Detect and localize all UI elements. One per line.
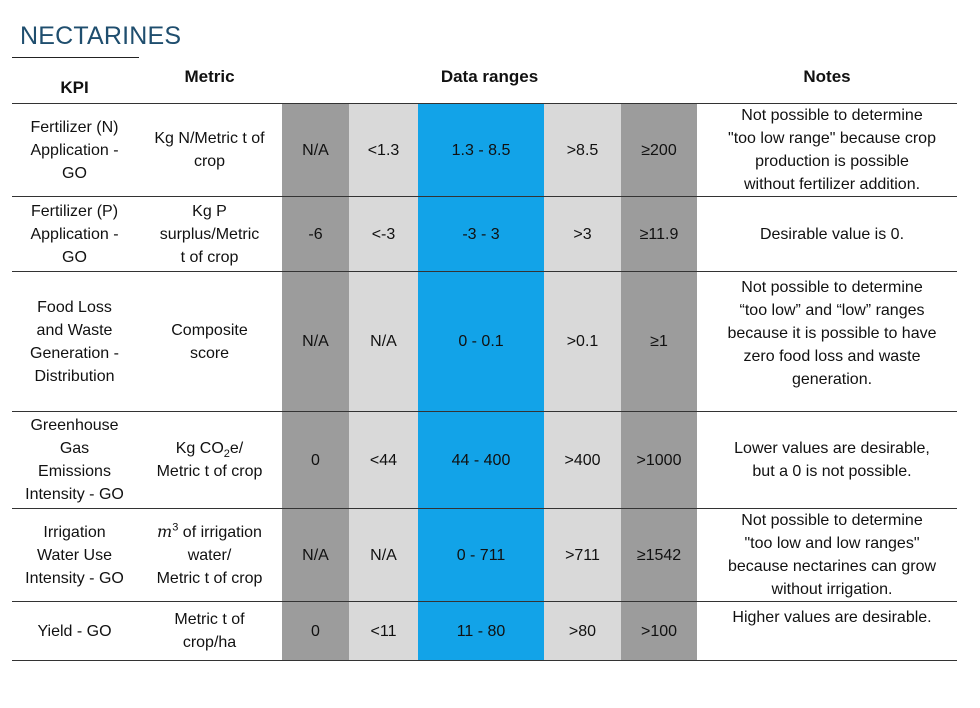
metric-cell: Composite score: [137, 271, 282, 412]
range-cell-high: >80: [544, 601, 621, 661]
notes-cell: Not possible to determine “too low” and “…: [697, 271, 957, 412]
range-cell-too-high: ≥11.9: [621, 196, 697, 272]
range-cell-high: >711: [544, 508, 621, 602]
range-cell-too-high: ≥1: [621, 271, 697, 412]
notes-cell: Not possible to determine "too low and lo…: [697, 508, 957, 602]
notes-cell: Not possible to determine "too low range"…: [697, 103, 957, 197]
notes-cell: Lower values are desirable, but a 0 is no…: [697, 411, 957, 509]
range-cell-low: <44: [349, 411, 418, 509]
header-notes: Notes: [803, 67, 851, 86]
range-cell-target: 11 - 80: [418, 601, 544, 661]
range-cell-too-high: >100: [621, 601, 697, 661]
table-row: Greenhouse Gas Emissions Intensity - GO Kg …: [12, 411, 957, 509]
range-cell-target: 0 - 711: [418, 508, 544, 602]
metric-cell: Kg N/Metric t of crop: [137, 103, 282, 197]
range-cell-too-low: -6: [282, 196, 349, 272]
range-cell-too-low: 0: [282, 411, 349, 509]
range-cell-high: >0.1: [544, 271, 621, 412]
kpi-cell: Fertilizer (N) Application - GO: [12, 103, 137, 197]
table-row: Irrigation Water Use Intensity - GO m3 of …: [12, 508, 957, 602]
header-kpi: KPI: [60, 78, 89, 97]
range-cell-low: <11: [349, 601, 418, 661]
kpi-cell: Fertilizer (P) Application - GO: [12, 196, 137, 272]
range-cell-target: -3 - 3: [418, 196, 544, 272]
kpi-table: Fertilizer (N) Application - GO Kg N/Metri…: [12, 103, 957, 661]
title-underline: [12, 57, 139, 58]
table-row: Food Loss and Waste Generation - Distributi…: [12, 271, 957, 412]
range-cell-too-low: 0: [282, 601, 349, 661]
range-cell-na: N/A: [282, 508, 349, 602]
range-cell-high: >3: [544, 196, 621, 272]
kpi-cell: Food Loss and Waste Generation - Distributi…: [12, 271, 137, 412]
metric-cell: Metric t of crop/ha: [137, 601, 282, 661]
table-row: Fertilizer (N) Application - GO Kg N/Metri…: [12, 103, 957, 197]
range-cell-na: N/A: [349, 508, 418, 602]
range-cell-high: >8.5: [544, 103, 621, 197]
range-cell-high: >400: [544, 411, 621, 509]
notes-cell: Desirable value is 0.: [697, 196, 957, 272]
range-cell-na: N/A: [282, 271, 349, 412]
range-cell-na: N/A: [349, 271, 418, 412]
kpi-cell: Irrigation Water Use Intensity - GO: [12, 508, 137, 602]
header-metric: Metric: [184, 67, 235, 86]
range-cell-too-high: >1000: [621, 411, 697, 509]
kpi-cell: Greenhouse Gas Emissions Intensity - GO: [12, 411, 137, 509]
metric-cell: m3 of irrigation water/ Metric t of crop: [137, 508, 282, 602]
range-cell-low: <1.3: [349, 103, 418, 197]
metric-cell: Kg CO2e/ Metric t of crop: [137, 411, 282, 509]
range-cell-target: 1.3 - 8.5: [418, 103, 544, 197]
range-cell-na: N/A: [282, 103, 349, 197]
kpi-cell: Yield - GO: [12, 601, 137, 661]
range-cell-target: 0 - 0.1: [418, 271, 544, 412]
page-title: NECTARINES: [20, 22, 182, 50]
header-data-ranges: Data ranges: [440, 67, 539, 86]
range-cell-target: 44 - 400: [418, 411, 544, 509]
range-cell-too-high: ≥200: [621, 103, 697, 197]
range-cell-low: <-3: [349, 196, 418, 272]
range-cell-too-high: ≥1542: [621, 508, 697, 602]
table-row: Yield - GO Metric t of crop/ha 0 <11 11 -…: [12, 601, 957, 661]
notes-cell: Higher values are desirable.: [697, 601, 957, 661]
